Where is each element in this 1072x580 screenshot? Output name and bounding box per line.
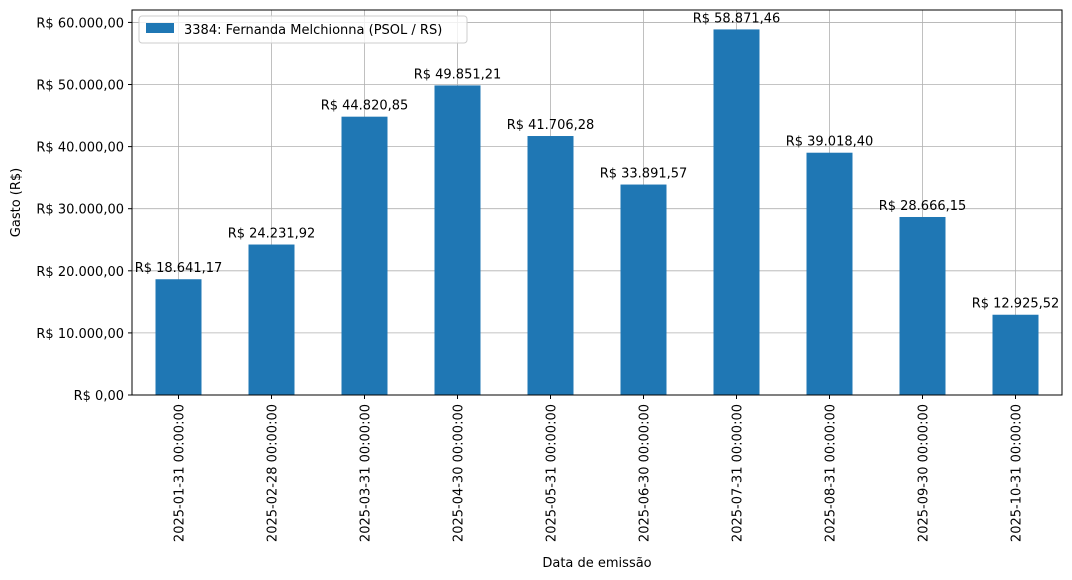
- x-tick-label: 2025-10-31 00:00:00: [1010, 404, 1025, 542]
- bar: [434, 85, 481, 395]
- legend-box: [138, 15, 468, 44]
- bar: [341, 116, 388, 396]
- y-tick-label: R$ 20.000,00: [36, 265, 124, 280]
- bar: [806, 152, 853, 395]
- y-tick-label: R$ 0,00: [74, 389, 124, 404]
- bar: [713, 29, 760, 396]
- data-label: R$ 12.925,52: [972, 297, 1060, 312]
- bar: [899, 216, 946, 395]
- legend-swatch: [146, 23, 174, 33]
- x-tick-label: 2025-06-30 00:00:00: [638, 404, 653, 542]
- y-axis-label: Gasto (R$): [9, 168, 24, 237]
- y-tick-label: R$ 10.000,00: [36, 327, 124, 342]
- y-tick-label: R$ 30.000,00: [36, 203, 124, 218]
- y-tick-label: R$ 50.000,00: [36, 79, 124, 94]
- data-label: R$ 28.666,15: [879, 199, 967, 214]
- bars: [155, 29, 1039, 396]
- x-tick-label: 2025-03-31 00:00:00: [359, 404, 374, 542]
- data-label: R$ 18.641,17: [135, 261, 223, 276]
- x-tick-label: 2025-07-31 00:00:00: [731, 404, 746, 542]
- bar: [248, 244, 295, 395]
- x-tick-label: 2025-08-31 00:00:00: [824, 404, 839, 542]
- data-label: R$ 49.851,21: [414, 67, 502, 82]
- legend-label: 3384: Fernanda Melchionna (PSOL / RS): [184, 23, 442, 38]
- bar: [992, 314, 1039, 395]
- y-axis: R$ 0,00 R$ 10.000,00 R$ 20.000,00 R$ 30.000…: [36, 16, 132, 404]
- data-labels: R$ 18.641,17 R$ 24.231,92 R$ 44.820,85 R$ 4…: [135, 11, 1060, 311]
- y-tick-label: R$ 40.000,00: [36, 141, 124, 156]
- data-label: R$ 44.820,85: [321, 99, 409, 114]
- bar: [155, 279, 202, 395]
- plot-frame: [131, 9, 1063, 396]
- data-label: R$ 58.871,46: [693, 11, 781, 26]
- bar: [620, 184, 667, 395]
- x-tick-label: 2025-09-30 00:00:00: [917, 404, 932, 542]
- data-label: R$ 41.706,28: [507, 118, 595, 133]
- data-label: R$ 24.231,92: [228, 227, 316, 242]
- x-tick-label: 2025-01-31 00:00:00: [173, 404, 188, 542]
- x-tick-label: 2025-02-28 00:00:00: [266, 404, 281, 542]
- bar: [527, 136, 574, 395]
- x-tick-label: 2025-04-30 00:00:00: [452, 404, 467, 542]
- legend: 3384: Fernanda Melchionna (PSOL / RS): [138, 15, 468, 44]
- y-tick-label: R$ 60.000,00: [36, 16, 124, 31]
- data-label: R$ 33.891,57: [600, 167, 688, 182]
- x-axis: 2025-01-31 00:00:00 2025-02-28 00:00:00 20…: [173, 395, 1025, 542]
- x-tick-label: 2025-05-31 00:00:00: [545, 404, 560, 542]
- x-axis-label: Data de emissão: [542, 556, 651, 571]
- data-label: R$ 39.018,40: [786, 135, 874, 150]
